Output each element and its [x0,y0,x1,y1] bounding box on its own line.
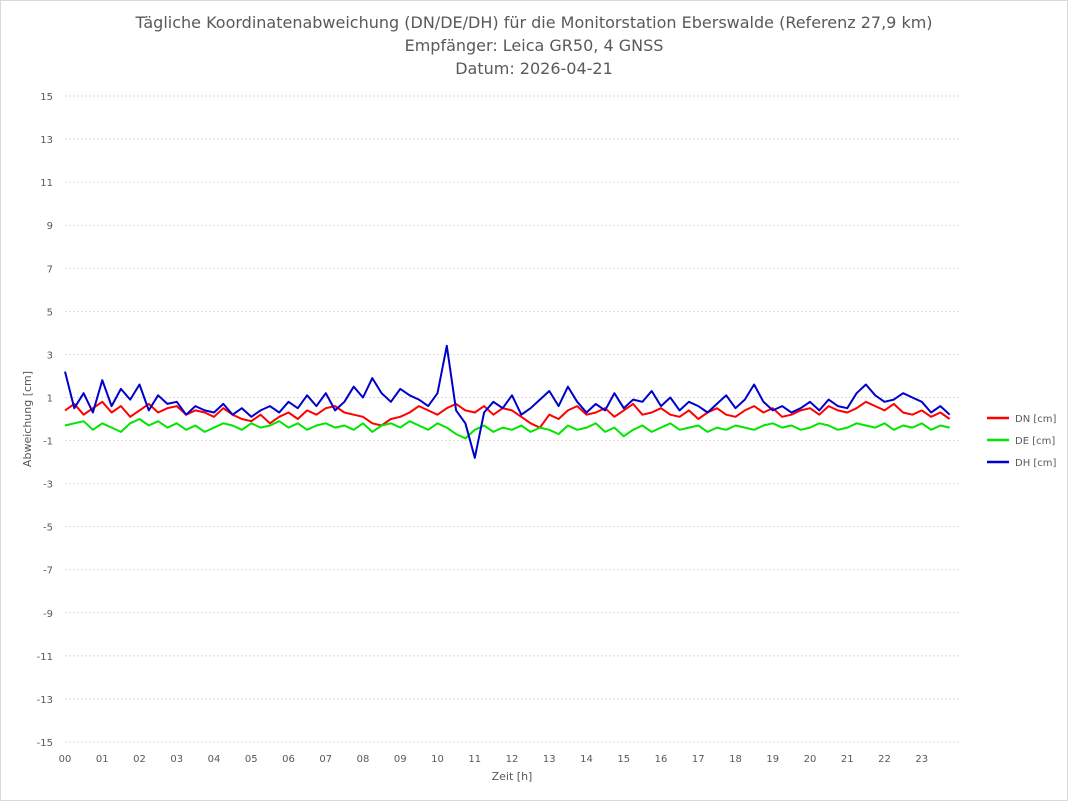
x-tick-label: 02 [133,754,146,765]
series-line-2 [64,418,950,440]
y-tick-label: -1 [43,437,53,448]
y-tick-label: 1 [47,393,53,404]
x-tick-label: 16 [655,754,668,765]
x-tick-label: 19 [766,754,779,765]
x-tick-label: 18 [729,754,742,765]
y-tick-label: -11 [37,652,53,663]
legend-label: DH [cm] [1015,458,1057,469]
y-tick-label: -3 [43,480,53,491]
y-tick-label: 3 [47,350,53,361]
x-tick-label: 00 [59,754,72,765]
chart-subtitle-date: Datum: 2026-04-21 [455,59,613,78]
x-tick-label: 04 [208,754,221,765]
x-tick-label: 09 [394,754,407,765]
y-axis-ticks: 15 13 11 9 7 5 3 1 -1 -3 -5 -7 -9 -11 -13 -15 [37,92,53,749]
legend-label: DE [cm] [1015,436,1055,447]
x-tick-label: 07 [319,754,332,765]
series-line-3 [64,344,951,459]
x-tick-label: 11 [468,754,481,765]
x-tick-label: 03 [170,754,183,765]
y-tick-label: 5 [47,307,53,318]
x-tick-label: 20 [804,754,817,765]
x-tick-label: 12 [506,754,519,765]
y-tick-label: 11 [40,178,53,189]
x-tick-label: 17 [692,754,705,765]
y-axis-label: Abweichung [cm] [21,371,34,467]
y-tick-label: 9 [47,221,53,232]
x-tick-label: 05 [245,754,258,765]
x-tick-label: 10 [431,754,444,765]
series-line-1 [64,400,951,429]
x-tick-label: 08 [357,754,370,765]
x-tick-label: 01 [96,754,109,765]
y-tick-label: -5 [43,523,53,534]
y-tick-label: 15 [40,92,53,103]
grid [65,95,959,743]
x-tick-label: 06 [282,754,295,765]
series [64,344,951,459]
y-tick-label: 7 [47,264,53,275]
y-tick-label: -13 [37,695,53,706]
x-tick-label: 22 [878,754,891,765]
x-tick-label: 15 [617,754,630,765]
chart-title: Tägliche Koordinatenabweichung (DN/DE/DH… [135,13,933,32]
y-tick-label: -7 [43,566,53,577]
x-axis-label: Zeit [h] [492,770,533,783]
x-tick-label: 23 [915,754,928,765]
x-axis-ticks: 00 01 02 03 04 05 06 07 08 09 10 11 12 13 14 15 16 17 18 19… [59,754,928,765]
y-tick-label: -9 [43,609,53,620]
x-tick-label: 21 [841,754,854,765]
legend: DN [cm] DE [cm] DH [cm] [987,414,1057,469]
x-tick-label: 14 [580,754,593,765]
y-tick-label: 13 [40,135,53,146]
chart-subtitle-receiver: Empfänger: Leica GR50, 4 GNSS [404,36,664,55]
y-tick-label: -15 [37,738,53,749]
x-tick-label: 13 [543,754,556,765]
legend-label: DN [cm] [1015,414,1057,425]
